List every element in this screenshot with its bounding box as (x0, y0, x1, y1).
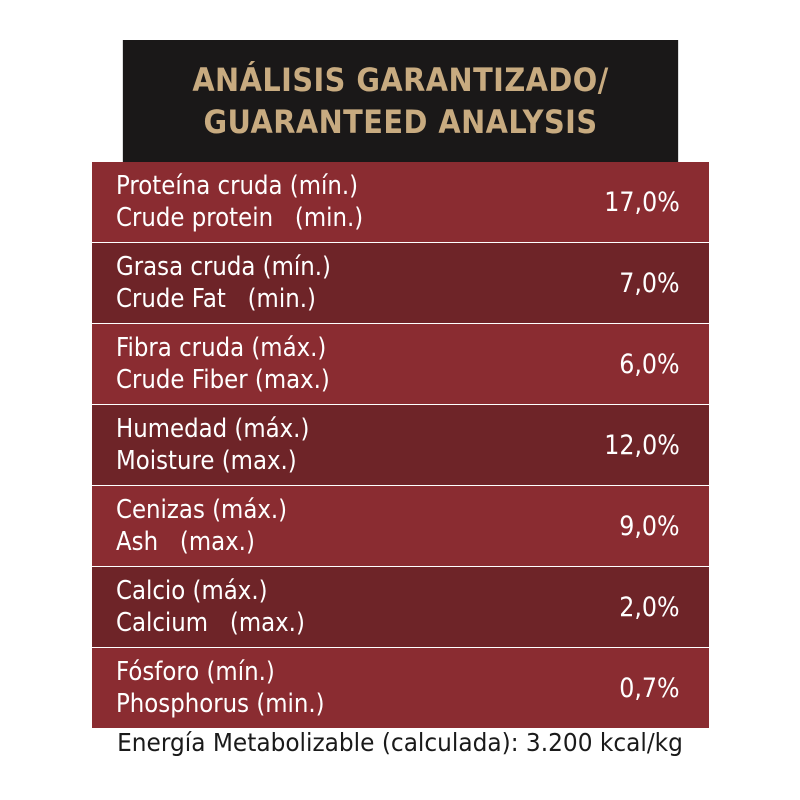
nutrient-value: 17,0% (604, 186, 680, 218)
nutrient-value: 6,0% (619, 348, 680, 380)
nutrient-labels: Fósforo (mín.) Phosphorus (min.) (116, 656, 325, 720)
table-row: Fibra cruda (máx.) Crude Fiber (max.) 6,… (92, 324, 709, 404)
nutrient-label-en: Crude protein (min.) (116, 203, 364, 233)
guaranteed-analysis-panel: ANÁLISIS GARANTIZADO/ GUARANTEED ANALYSI… (92, 40, 709, 728)
nutrient-label-en: Ash (max.) (116, 527, 255, 557)
table-row: Cenizas (máx.) Ash (max.) 9,0% (92, 486, 709, 566)
nutrient-value: 7,0% (619, 267, 680, 299)
nutrient-label-en: Crude Fiber (max.) (116, 365, 330, 395)
nutrient-labels: Grasa cruda (mín.) Crude Fat (min.) (116, 251, 331, 315)
nutrient-label-en: Calcium (max.) (116, 608, 305, 638)
nutrient-label-es: Fibra cruda (máx.) (116, 333, 327, 363)
nutrient-labels: Proteína cruda (mín.) Crude protein (min… (116, 170, 363, 234)
nutrient-label-es: Proteína cruda (mín.) (116, 171, 359, 201)
analysis-table: Proteína cruda (mín.) Crude protein (min… (92, 162, 709, 728)
header-title-english: GUARANTEED ANALYSIS (203, 103, 598, 141)
nutrient-value: 2,0% (619, 591, 680, 623)
analysis-header: ANÁLISIS GARANTIZADO/ GUARANTEED ANALYSI… (122, 40, 679, 162)
header-title-spanish: ANÁLISIS GARANTIZADO/ (192, 61, 609, 99)
nutrient-label-en: Crude Fat (min.) (116, 284, 316, 314)
nutrient-label-en: Moisture (max.) (116, 446, 297, 476)
nutrient-value: 0,7% (619, 672, 680, 704)
table-row: Fósforo (mín.) Phosphorus (min.) 0,7% (92, 648, 709, 728)
nutrient-label-es: Fósforo (mín.) (116, 657, 275, 687)
nutrient-value: 9,0% (619, 510, 680, 542)
table-row: Grasa cruda (mín.) Crude Fat (min.) 7,0% (92, 243, 709, 323)
nutrient-labels: Fibra cruda (máx.) Crude Fiber (max.) (116, 332, 330, 396)
table-row: Calcio (máx.) Calcium (max.) 2,0% (92, 567, 709, 647)
nutrient-labels: Cenizas (máx.) Ash (max.) (116, 494, 287, 558)
table-row: Proteína cruda (mín.) Crude protein (min… (92, 162, 709, 242)
metabolizable-energy-note: Energía Metabolizable (calculada): 3.200… (117, 728, 683, 757)
nutrient-labels: Calcio (máx.) Calcium (max.) (116, 575, 305, 639)
nutrient-labels: Humedad (máx.) Moisture (max.) (116, 413, 309, 477)
nutrient-label-es: Humedad (máx.) (116, 414, 310, 444)
nutrient-label-es: Calcio (máx.) (116, 576, 268, 606)
nutrient-label-en: Phosphorus (min.) (116, 689, 325, 719)
nutrient-value: 12,0% (604, 429, 680, 461)
table-row: Humedad (máx.) Moisture (max.) 12,0% (92, 405, 709, 485)
nutrient-label-es: Cenizas (máx.) (116, 495, 288, 525)
nutrient-label-es: Grasa cruda (mín.) (116, 252, 331, 282)
